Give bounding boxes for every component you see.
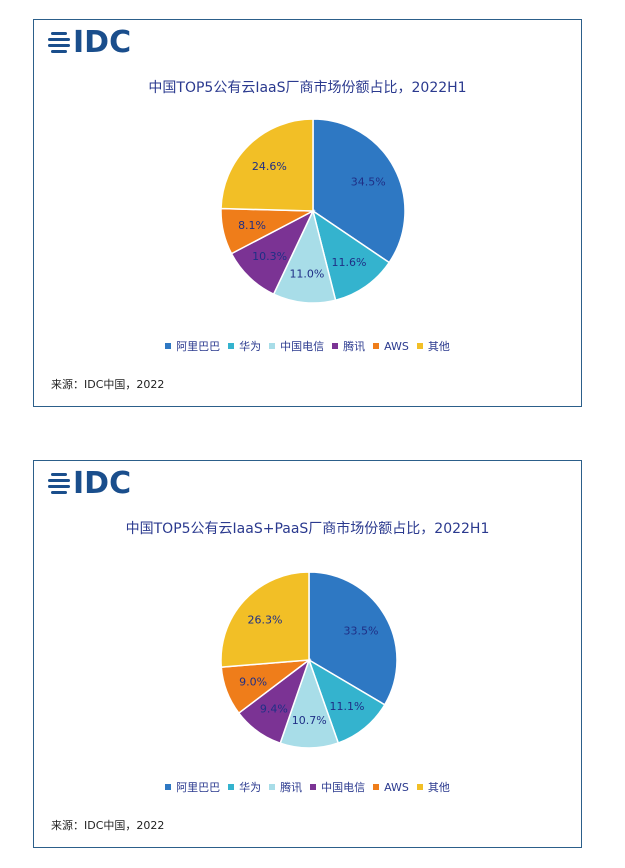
idc-globe-icon [48, 473, 70, 494]
legend-item: 其他 [416, 338, 450, 354]
legend-item: 其他 [416, 779, 450, 795]
legend-swatch [228, 343, 235, 349]
idc-globe-icon [48, 32, 70, 53]
legend-label: 华为 [239, 340, 262, 353]
legend-label: 腾讯 [343, 340, 366, 353]
slice-value-label: 9.0% [239, 675, 267, 688]
pie-chart: 33.5% 11.1%10.7% 9.4% 9.0% 26.3% [220, 571, 398, 749]
slice-value-label: 33.5% [344, 624, 379, 637]
legend-item: AWS [373, 340, 409, 353]
slice-value-label: 10.3% [252, 250, 287, 263]
legend-swatch [228, 784, 235, 790]
slice-value-label: 11.0% [289, 267, 324, 280]
legend-label: 其他 [427, 340, 450, 353]
source-note: 来源：IDC中国，2022 [51, 378, 165, 391]
legend-label: 腾讯 [280, 781, 303, 794]
chart-title: 中国TOP5公有云IaaS厂商市场份额占比，2022H1 [148, 80, 467, 96]
legend-item: 阿里巴巴 [165, 338, 220, 354]
legend-label: 阿里巴巴 [176, 781, 221, 794]
legend-label: 华为 [239, 781, 262, 794]
legend-item: 阿里巴巴 [165, 779, 220, 795]
slice-value-label: 11.1% [330, 700, 365, 713]
logo-text: IDC [73, 466, 132, 501]
legend-swatch [310, 784, 317, 790]
legend-label: AWS [384, 340, 409, 353]
legend-swatch [373, 784, 380, 790]
logo-text: IDC [73, 25, 132, 60]
legend-item: 中国电信 [269, 338, 324, 354]
slice-value-label: 26.3% [248, 613, 283, 626]
legend-label: AWS [384, 781, 409, 794]
legend-label: 中国电信 [321, 781, 366, 794]
slice-value-label: 9.4% [260, 702, 288, 715]
legend-swatch [269, 784, 276, 790]
pie-slice-0 [312, 118, 406, 264]
legend-swatch [165, 343, 172, 349]
idc-logo: IDC [48, 467, 131, 501]
legend-swatch [416, 784, 423, 790]
legend-item: 腾讯 [269, 779, 302, 795]
chart-title: 中国TOP5公有云IaaS+PaaS厂商市场份额占比，2022H1 [125, 521, 490, 537]
legend-swatch [332, 343, 339, 349]
chart-panel-1: IDC 中国TOP5公有云IaaS厂商市场份额占比，2022H1 34.5% 11… [33, 19, 582, 407]
legend-item: AWS [373, 781, 409, 794]
legend-swatch [416, 343, 423, 349]
legend-item: 中国电信 [310, 779, 365, 795]
pie-chart: 34.5% 11.6% 11.0%10.3% 8.1% 24.6% [220, 118, 406, 304]
source-note: 来源：IDC中国，2022 [51, 819, 165, 832]
legend-item: 华为 [228, 779, 261, 795]
chart-panel-2: IDC 中国TOP5公有云IaaS+PaaS厂商市场份额占比，2022H1 33… [33, 460, 582, 848]
legend-swatch [373, 343, 380, 349]
legend-label: 阿里巴巴 [176, 340, 221, 353]
legend-item: 腾讯 [332, 338, 365, 354]
slice-value-label: 10.7% [292, 714, 327, 727]
legend-swatch [269, 343, 276, 349]
slice-value-label: 8.1% [238, 219, 266, 232]
legend-swatch [165, 784, 172, 790]
pie-slice-5 [220, 118, 314, 212]
legend: 阿里巴巴 华为 腾讯 中国电信 AWS 其他 [34, 779, 581, 795]
pie-slice-0 [308, 571, 398, 706]
pie-slice-1 [311, 209, 391, 302]
idc-logo: IDC [48, 26, 131, 60]
pie-slice-5 [220, 571, 310, 668]
legend-item: 华为 [228, 338, 261, 354]
slice-value-label: 24.6% [252, 160, 287, 173]
slice-value-label: 11.6% [331, 256, 366, 269]
legend-label: 中国电信 [280, 340, 325, 353]
legend: 阿里巴巴 华为 中国电信 腾讯 AWS 其他 [34, 338, 581, 354]
legend-label: 其他 [427, 781, 450, 794]
slice-value-label: 34.5% [351, 176, 386, 189]
